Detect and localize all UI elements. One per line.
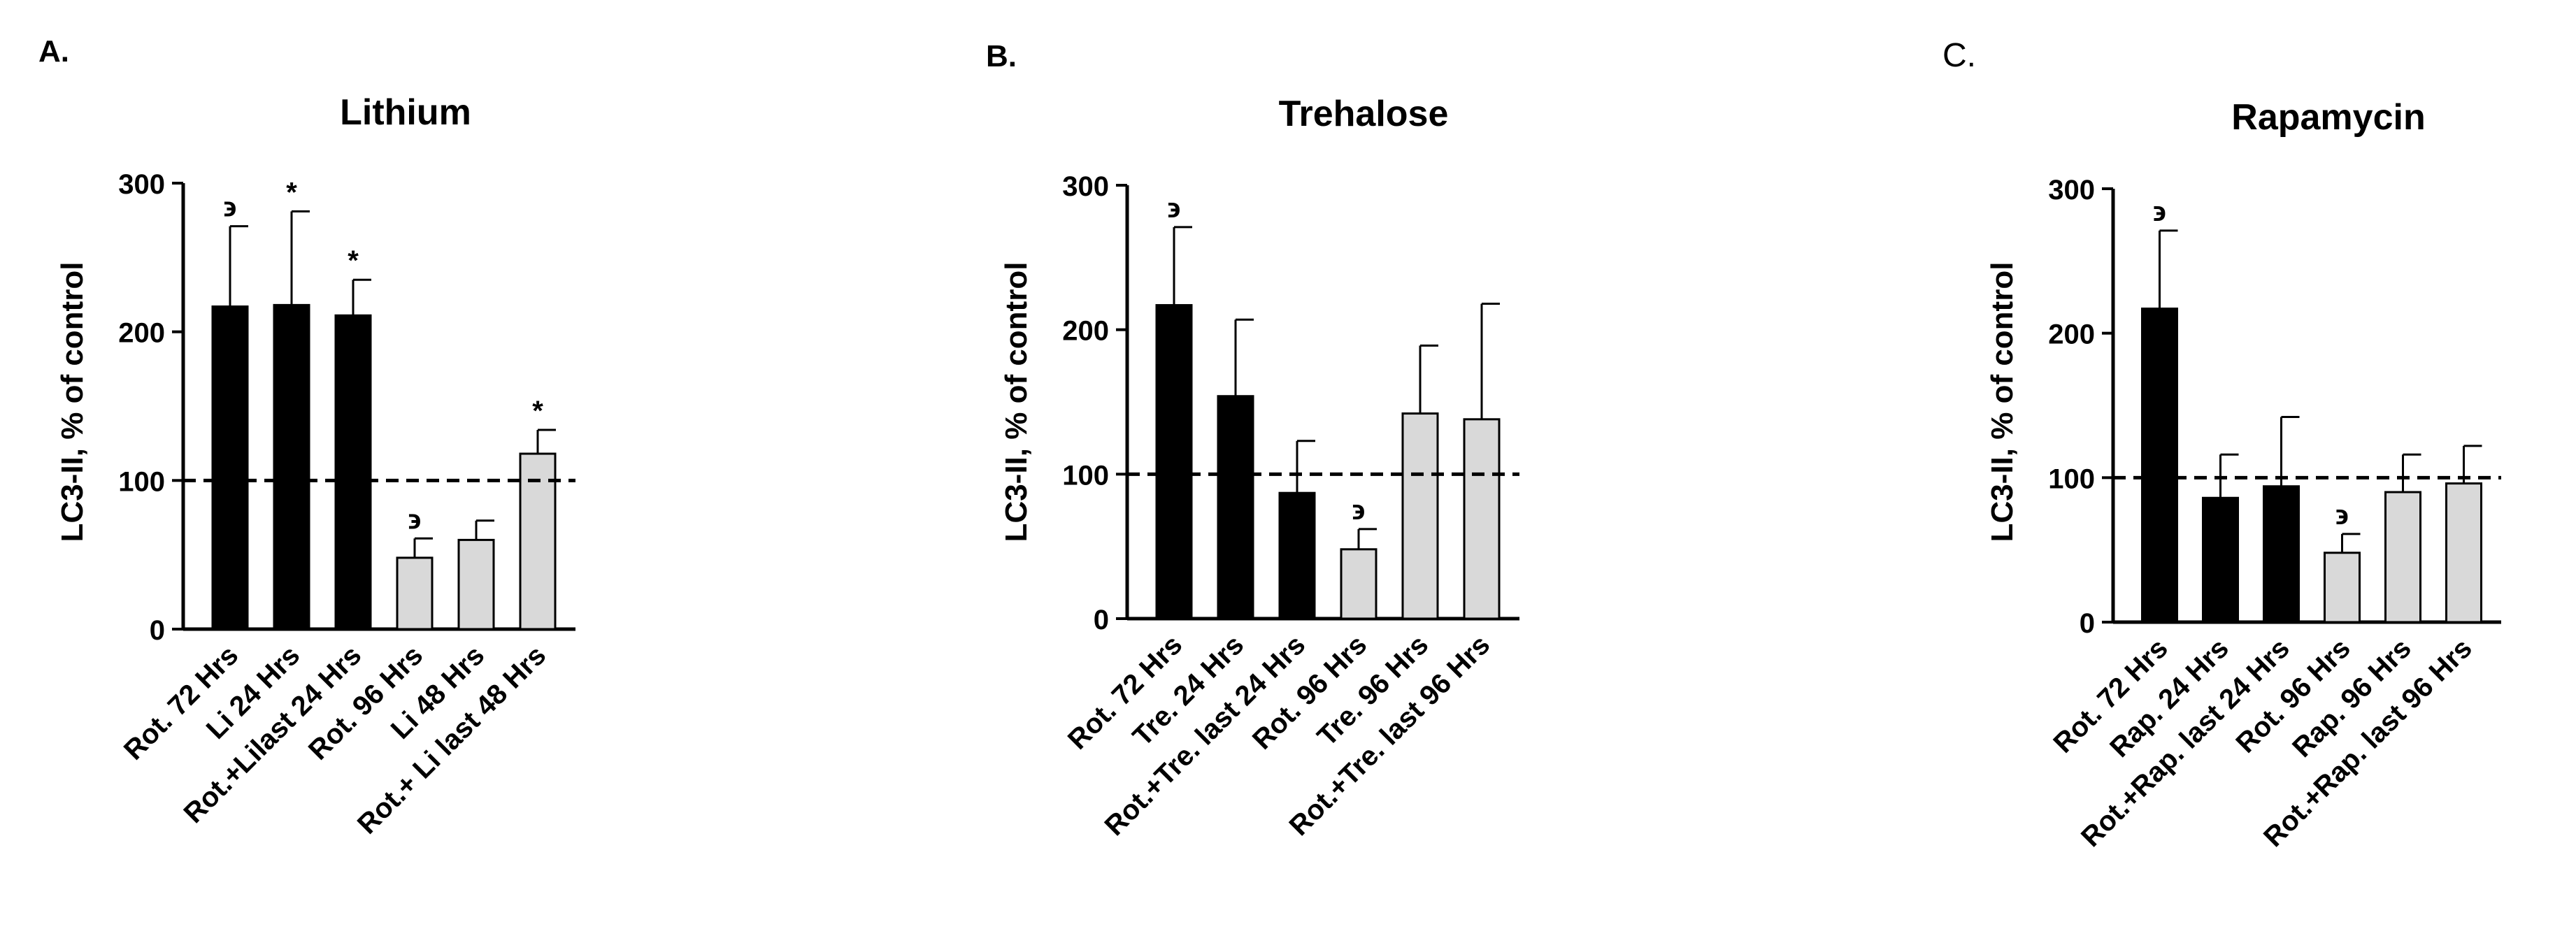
y-tick-label: 100 bbox=[2048, 463, 2095, 494]
y-tick-label: 100 bbox=[118, 466, 165, 497]
y-axis-label-lithium: LC3-II, % of control bbox=[55, 262, 90, 542]
y-tick-label: 300 bbox=[1062, 171, 1109, 202]
significance-marker: * bbox=[286, 177, 297, 208]
significance-marker: ϶ bbox=[408, 504, 421, 535]
bar bbox=[1340, 548, 1378, 620]
significance-marker: ϶ bbox=[2335, 500, 2349, 531]
bar bbox=[2445, 482, 2482, 624]
chart-title-rapamycin: Rapamycin bbox=[2231, 97, 2425, 138]
panel-label-c: C. bbox=[1942, 37, 1976, 74]
bar bbox=[396, 556, 434, 631]
panel-label-b: B. bbox=[986, 39, 1017, 73]
significance-marker: ϶ bbox=[1167, 193, 1180, 224]
panel-label-a: A. bbox=[38, 34, 69, 69]
significance-marker: ϶ bbox=[1352, 495, 1365, 526]
bar bbox=[1401, 412, 1439, 620]
y-axis-label-trehalose: LC3-II, % of control bbox=[999, 262, 1033, 542]
y-tick-label: 0 bbox=[1094, 605, 1109, 635]
y-tick-label: 300 bbox=[118, 169, 165, 200]
bar bbox=[2141, 308, 2178, 624]
y-tick-label: 200 bbox=[118, 318, 165, 349]
chart-title-lithium: Lithium bbox=[340, 92, 471, 133]
y-tick-label: 200 bbox=[1062, 316, 1109, 347]
y-tick-label: 100 bbox=[1062, 460, 1109, 491]
significance-marker: * bbox=[532, 396, 543, 426]
y-tick-label: 200 bbox=[2048, 319, 2095, 350]
bar bbox=[2324, 552, 2361, 624]
bar bbox=[1278, 491, 1316, 620]
significance-marker: ϶ bbox=[2153, 196, 2166, 227]
bar bbox=[457, 538, 495, 631]
bar bbox=[2202, 496, 2239, 624]
significance-marker: * bbox=[348, 245, 359, 276]
y-tick-label: 0 bbox=[2080, 608, 2095, 639]
bar bbox=[519, 452, 557, 631]
bar bbox=[273, 303, 310, 631]
chart-title-trehalose: Trehalose bbox=[1279, 94, 1449, 134]
bar bbox=[2384, 491, 2421, 624]
significance-marker: ϶ bbox=[223, 192, 236, 223]
bar bbox=[1155, 304, 1193, 620]
y-axis-label-rapamycin: LC3-II, % of control bbox=[1985, 262, 2019, 542]
y-tick-label: 300 bbox=[2048, 175, 2095, 206]
bar bbox=[334, 314, 372, 631]
y-tick-label: 0 bbox=[150, 615, 165, 646]
bar bbox=[1463, 418, 1501, 620]
bar bbox=[1217, 395, 1254, 620]
bar bbox=[211, 305, 249, 631]
bar bbox=[2263, 485, 2300, 624]
